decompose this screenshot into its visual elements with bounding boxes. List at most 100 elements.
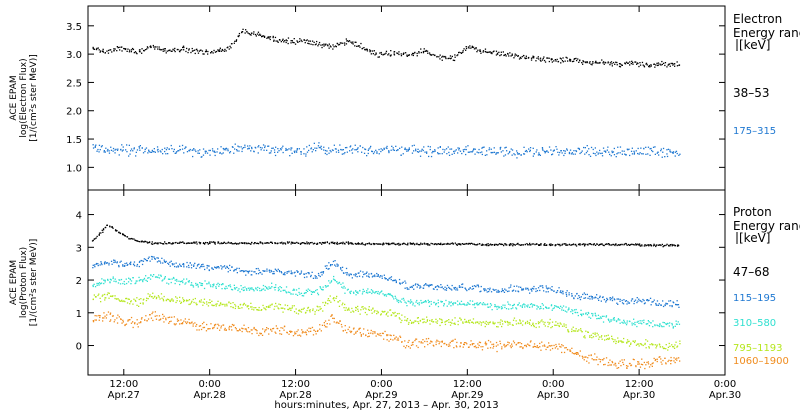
data-point — [594, 332, 596, 334]
data-point — [150, 151, 153, 153]
data-point — [211, 148, 214, 150]
data-point — [136, 304, 138, 306]
data-point — [181, 148, 184, 150]
data-point — [352, 291, 355, 293]
data-point — [441, 321, 443, 323]
data-point — [511, 343, 513, 345]
data-point — [194, 297, 196, 300]
data-point — [574, 352, 577, 354]
data-point — [418, 51, 420, 53]
data-point — [532, 155, 534, 157]
data-point — [576, 293, 578, 295]
data-point — [417, 243, 420, 246]
data-point — [656, 360, 658, 363]
data-point — [590, 295, 592, 297]
data-point — [558, 324, 560, 327]
data-point — [318, 242, 321, 244]
data-point — [188, 281, 190, 283]
data-point — [614, 363, 617, 365]
data-point — [656, 345, 658, 347]
data-point — [630, 343, 632, 345]
data-point — [346, 309, 348, 311]
data-point — [440, 284, 442, 286]
data-point — [652, 245, 655, 247]
data-point — [202, 304, 204, 306]
data-point — [505, 243, 507, 245]
data-point — [348, 243, 350, 245]
data-point — [473, 48, 476, 50]
data-point — [509, 323, 511, 325]
data-point — [663, 322, 666, 324]
data-point — [116, 262, 118, 264]
data-point — [143, 241, 145, 243]
data-point — [495, 54, 498, 56]
data-point — [188, 150, 191, 152]
data-point — [597, 62, 599, 64]
data-point — [249, 331, 251, 333]
data-point — [676, 345, 679, 347]
data-point — [407, 242, 409, 244]
data-point — [637, 243, 639, 245]
data-point — [514, 154, 516, 156]
data-point — [662, 359, 664, 362]
data-point — [562, 345, 564, 347]
data-point — [365, 48, 367, 50]
data-point — [378, 243, 380, 245]
data-point — [348, 307, 350, 309]
data-point — [277, 327, 279, 330]
data-point — [216, 151, 218, 153]
data-point — [181, 280, 184, 282]
data-point — [335, 148, 337, 150]
data-point — [251, 306, 253, 308]
data-point — [373, 50, 375, 52]
data-point — [405, 52, 407, 54]
data-point — [636, 244, 638, 246]
data-point — [623, 299, 625, 301]
data-point — [237, 145, 239, 147]
data-point — [214, 151, 216, 153]
data-point — [248, 147, 250, 149]
data-point — [560, 150, 562, 152]
data-point — [607, 334, 609, 336]
data-point — [280, 271, 282, 273]
data-point — [145, 279, 147, 281]
data-point — [382, 332, 384, 335]
data-point — [412, 344, 414, 346]
data-point — [238, 32, 241, 35]
data-point — [388, 150, 390, 152]
data-point — [334, 279, 336, 282]
data-point — [139, 49, 141, 51]
data-point — [169, 49, 171, 51]
data-point — [201, 264, 203, 266]
data-point — [230, 242, 233, 244]
data-point — [218, 324, 220, 327]
data-point — [670, 359, 673, 362]
data-point — [268, 333, 270, 335]
data-point — [145, 259, 148, 262]
data-point — [677, 244, 680, 246]
data-point — [465, 320, 468, 322]
data-point — [196, 329, 198, 331]
data-point — [541, 59, 544, 61]
data-point — [122, 321, 124, 323]
data-point — [505, 289, 507, 291]
data-point — [619, 360, 621, 362]
data-point — [665, 362, 667, 364]
data-point — [213, 326, 215, 329]
data-point — [551, 321, 554, 323]
data-point — [509, 345, 512, 347]
data-point — [460, 303, 462, 306]
x-tick-time: 0:00 — [370, 379, 392, 390]
data-point — [492, 51, 494, 53]
data-point — [130, 237, 133, 240]
data-point — [574, 330, 576, 332]
data-point — [539, 305, 542, 308]
data-point — [426, 284, 428, 286]
data-point — [526, 305, 528, 307]
data-point — [551, 309, 553, 311]
data-point — [380, 313, 382, 315]
data-point — [322, 301, 324, 304]
data-point — [357, 272, 359, 274]
data-point — [676, 152, 678, 155]
data-point — [516, 285, 518, 287]
